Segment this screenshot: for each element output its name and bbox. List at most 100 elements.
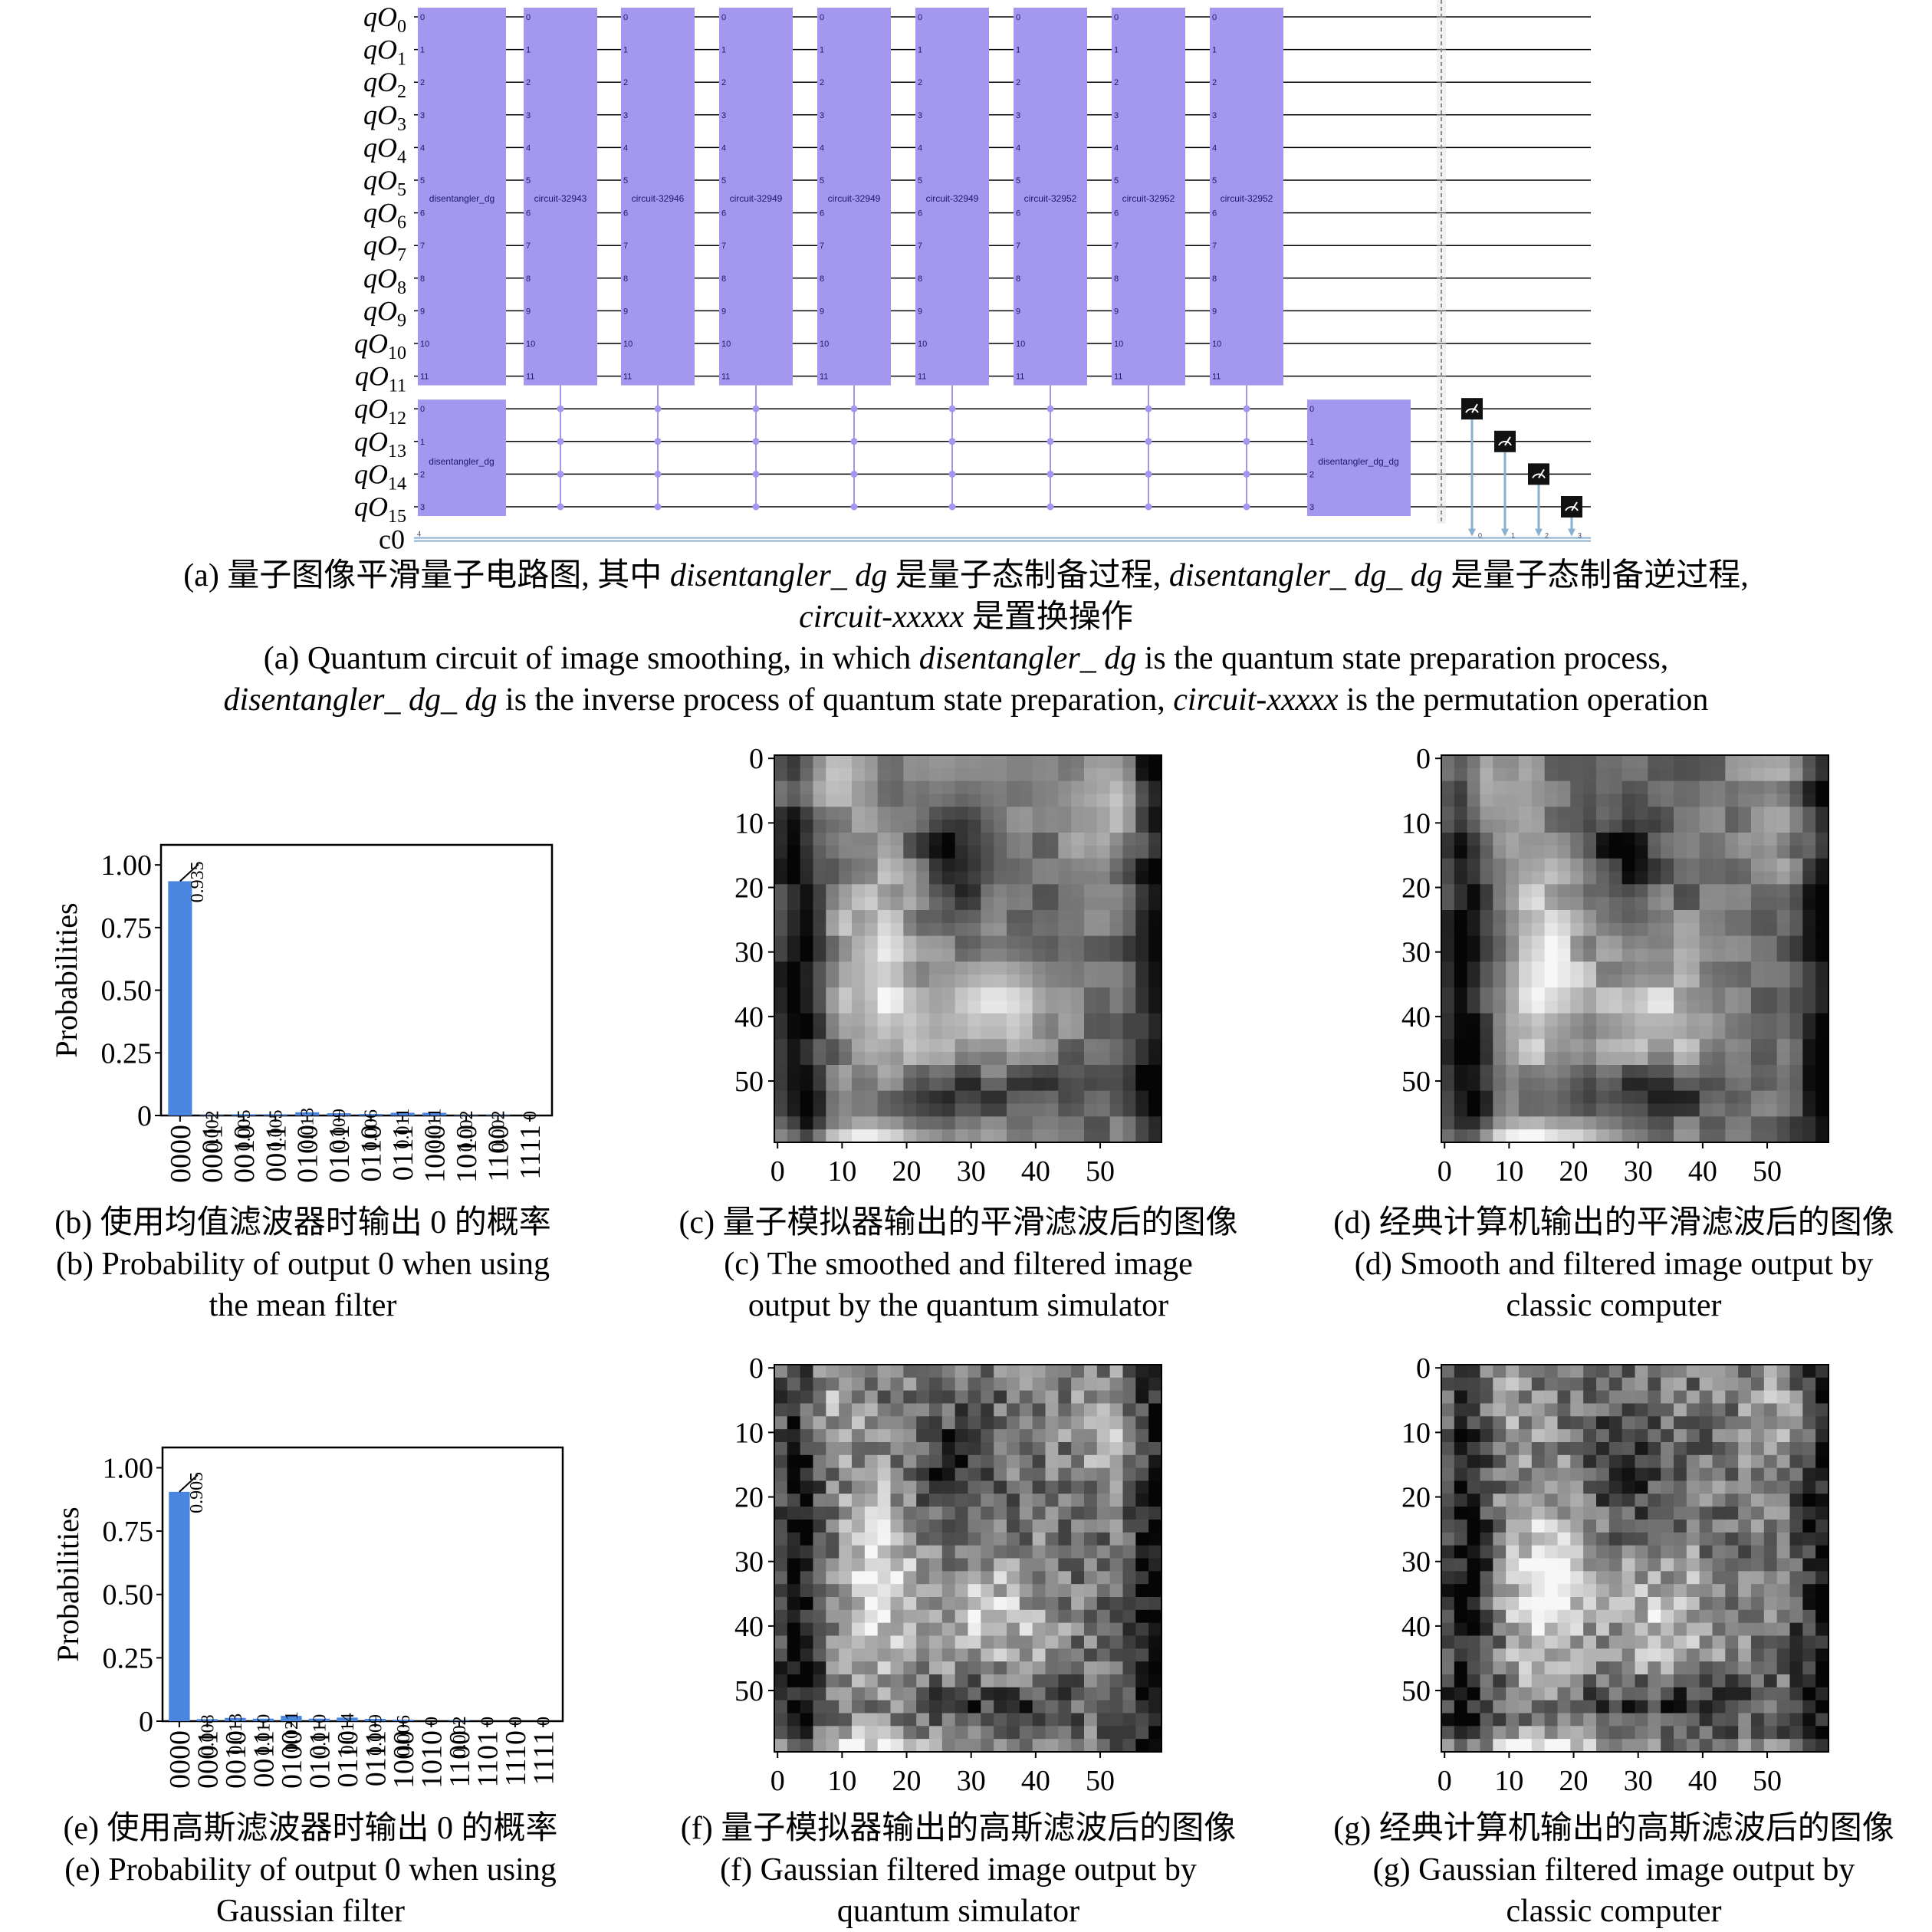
heatmap-cell — [1635, 1674, 1648, 1688]
heatmap-cell — [877, 1661, 892, 1675]
heatmap-cell — [1583, 755, 1597, 769]
heatmap-cell — [826, 845, 840, 859]
heatmap-cell — [1802, 755, 1816, 769]
heatmap-cell — [1531, 780, 1546, 795]
gate-pin-label: 6 — [420, 209, 425, 219]
heatmap-cell — [929, 1429, 943, 1443]
heatmap-cell — [1441, 1648, 1455, 1662]
heatmap-cell — [1738, 1365, 1752, 1378]
heatmap-cell — [1622, 1116, 1636, 1130]
heatmap-cell — [1519, 1700, 1533, 1714]
gate-pin-label: 2 — [623, 78, 628, 87]
heatmap-cell — [1815, 794, 1829, 807]
heatmap-cell — [1109, 884, 1124, 898]
heatmap-cell — [1454, 1090, 1468, 1105]
heatmap-cell — [1802, 1129, 1816, 1143]
heatmap-cell — [1544, 1103, 1559, 1117]
heatmap-cell — [1608, 1609, 1623, 1624]
heatmap-cell — [1109, 922, 1124, 937]
heatmap-cell — [1096, 1429, 1111, 1443]
heatmap-cell — [1674, 1520, 1687, 1533]
heatmap-cell — [1751, 1090, 1765, 1105]
heatmap-cell — [1467, 1026, 1481, 1040]
heatmap-cell — [813, 1661, 826, 1675]
heatmap-cell — [864, 1416, 879, 1430]
heatmap-cell — [1570, 1520, 1584, 1533]
heatmap-cell — [1635, 794, 1648, 807]
heatmap-cell — [1583, 884, 1597, 898]
heatmap-cell — [1493, 1558, 1506, 1572]
heatmap-cell — [994, 871, 1007, 885]
heatmap-cell — [1135, 1390, 1149, 1405]
heatmap-cell — [1802, 922, 1816, 937]
heatmap-cell — [1622, 1013, 1636, 1027]
heatmap-cell — [1441, 1026, 1455, 1040]
heatmap-cell — [1480, 1129, 1493, 1143]
heatmap-cell — [774, 1052, 788, 1066]
heatmap-cell — [1712, 1103, 1726, 1117]
heatmap-cell — [1441, 1077, 1455, 1092]
heatmap-cell — [1789, 1000, 1803, 1014]
heatmap-cell — [1109, 1429, 1124, 1443]
heatmap-cell — [1802, 1713, 1816, 1727]
heatmap-cell — [941, 1571, 956, 1585]
heatmap-cell — [1454, 1739, 1468, 1753]
heatmap-cell — [852, 948, 866, 962]
heatmap-cell — [1596, 1026, 1610, 1040]
heatmap-cell — [1686, 1739, 1700, 1753]
heatmap-cell — [1674, 1506, 1687, 1520]
heatmap-cell — [890, 1429, 904, 1443]
heatmap-cell — [1493, 1065, 1506, 1079]
heatmap-cell — [1467, 935, 1481, 950]
heatmap-cell — [1776, 1520, 1791, 1533]
heatmap-cell — [1058, 1480, 1072, 1494]
heatmap-cell — [941, 910, 956, 924]
heatmap-cell — [1815, 1442, 1829, 1456]
heatmap-cell — [864, 922, 879, 937]
plot-frame — [159, 843, 554, 1117]
heatmap-cell — [955, 1390, 969, 1405]
x-tick-label: 40 — [1021, 1155, 1050, 1188]
heatmap-cell — [826, 1416, 840, 1430]
heatmap-cell — [955, 794, 969, 807]
heatmap-cell — [1725, 1713, 1739, 1727]
heatmap-cell — [1544, 1520, 1559, 1533]
heatmap-cell — [1815, 1532, 1829, 1546]
heatmap-cell — [1058, 1403, 1072, 1417]
heatmap-cell — [1570, 1493, 1584, 1507]
gate-pin-label: 3 — [526, 111, 531, 120]
heatmap-cell — [1058, 974, 1072, 988]
heatmap-cell — [839, 1520, 853, 1533]
heatmap-cell — [1815, 1545, 1829, 1559]
heatmap-cell — [877, 1545, 892, 1559]
heatmap-cell — [929, 1377, 943, 1392]
heatmap-cell — [774, 1039, 788, 1053]
heatmap-cell — [1032, 910, 1046, 924]
bar — [281, 1716, 302, 1721]
heatmap-cell — [1674, 845, 1687, 859]
classical-count: 4 — [417, 531, 421, 539]
x-tick-label: 1100 — [444, 1730, 476, 1788]
heatmap-cell — [1135, 1520, 1149, 1533]
heatmap-cell — [994, 1442, 1007, 1456]
heatmap-cell — [1738, 1648, 1752, 1662]
heatmap-cell — [1712, 1661, 1726, 1675]
heatmap-cell — [1763, 1416, 1778, 1430]
heatmap-cell — [1802, 1013, 1816, 1027]
heatmap-cell — [1557, 961, 1571, 975]
heatmap-cell — [890, 1065, 904, 1079]
heatmap-cell — [890, 807, 904, 820]
caption-a-en-term3: circuit-xxxxx — [1173, 682, 1339, 718]
heatmap-cell — [1058, 1390, 1072, 1405]
heatmap-cell — [864, 1480, 879, 1494]
heatmap-cell — [1045, 1000, 1059, 1014]
heatmap-cell — [1776, 1622, 1791, 1637]
heatmap-cell — [1019, 948, 1033, 962]
heatmap-cell — [813, 897, 826, 911]
heatmap-cell — [1635, 1052, 1648, 1066]
heatmap-cell — [774, 755, 788, 769]
heatmap-cell — [877, 858, 892, 872]
heatmap-cell — [1661, 1013, 1674, 1027]
heatmap-cell — [1045, 1661, 1059, 1675]
heatmap-cell — [1699, 974, 1714, 988]
